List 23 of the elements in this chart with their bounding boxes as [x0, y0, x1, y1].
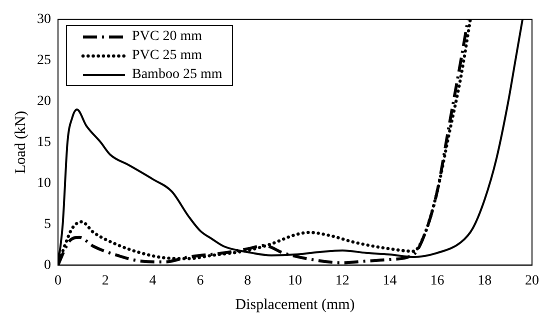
x-tick-label: 4: [149, 273, 156, 288]
x-tick-label: 18: [478, 273, 492, 288]
x-tick-label: 8: [244, 273, 252, 288]
y-tick-label: 30: [37, 12, 51, 28]
x-tick-label: 14: [382, 273, 397, 288]
y-tick-label: 5: [44, 216, 51, 232]
legend-label: Bamboo 25 mm: [132, 66, 222, 84]
legend-label: PVC 25 mm: [132, 47, 202, 66]
y-tick-label: 25: [37, 53, 51, 68]
y-axis-title: Load (kN): [12, 110, 29, 174]
x-tick-label: 12: [335, 273, 350, 288]
y-tick-label: 10: [37, 176, 51, 191]
x-tick-label: 16: [430, 273, 444, 288]
y-tick-label: 15: [37, 134, 51, 150]
legend-label: PVC 20 mm: [132, 28, 202, 46]
x-tick-label: 10: [288, 273, 302, 288]
x-tick-label: 2: [102, 273, 109, 288]
x-tick-label: 20: [525, 273, 539, 288]
y-tick-label: 0: [44, 258, 51, 273]
x-tick-label: 6: [196, 273, 204, 288]
x-axis-title: Displacement (mm): [235, 296, 355, 313]
y-tick-label: 20: [37, 94, 51, 110]
x-tick-label: 0: [54, 273, 62, 288]
